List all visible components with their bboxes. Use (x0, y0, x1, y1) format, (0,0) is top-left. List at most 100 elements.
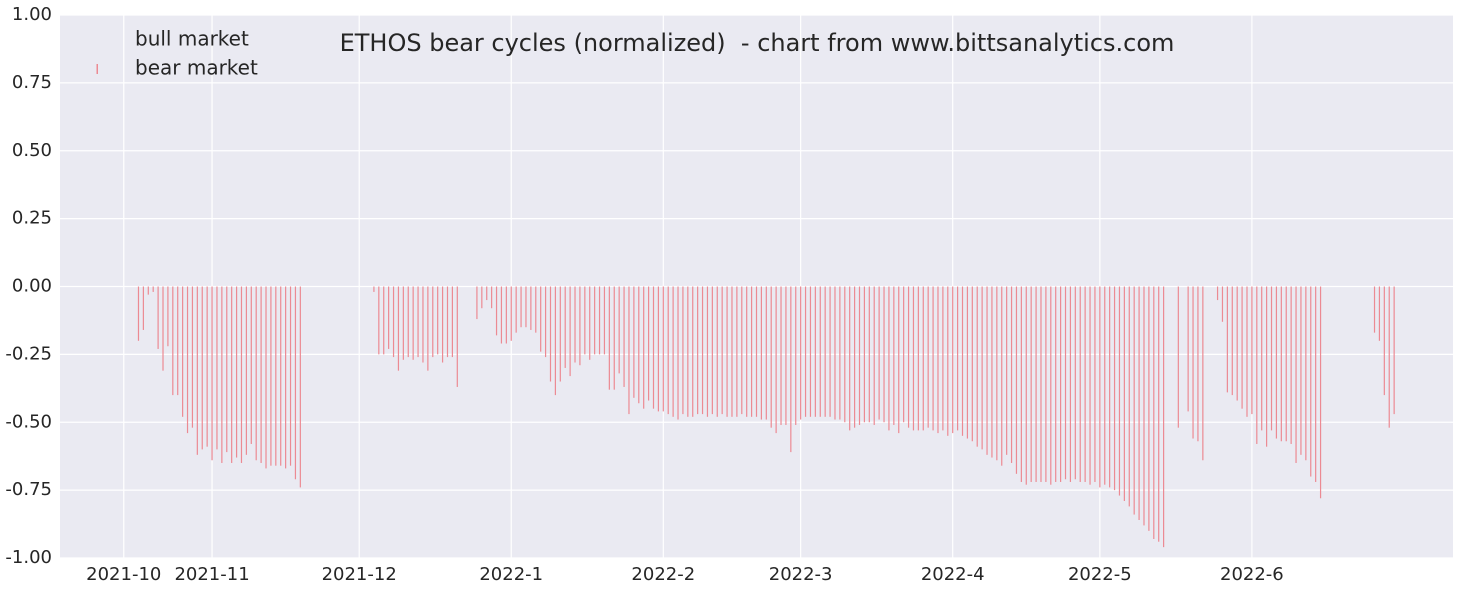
bar (1163, 286, 1165, 548)
bar (898, 286, 900, 434)
bar (662, 286, 664, 412)
bar (961, 286, 964, 436)
bar (971, 286, 973, 442)
bar (613, 286, 615, 390)
bar (1153, 286, 1155, 539)
bar (952, 286, 954, 434)
bar (152, 286, 154, 292)
bar (1138, 286, 1140, 520)
x-tick-label: 2022-2 (631, 564, 695, 585)
bar (1383, 286, 1385, 396)
y-tick-label: 0.75 (12, 72, 52, 93)
bar (255, 286, 257, 461)
bar (402, 286, 404, 360)
bar (1064, 286, 1067, 480)
bar (422, 286, 424, 363)
bar (1266, 286, 1268, 447)
bar (515, 286, 517, 333)
bar (1060, 286, 1062, 482)
bar (564, 286, 566, 368)
bar (1050, 286, 1052, 485)
bar (1094, 286, 1096, 482)
bar (976, 286, 978, 447)
bar (834, 286, 836, 420)
bar (1251, 286, 1253, 415)
bar (682, 286, 684, 415)
bar (643, 286, 645, 409)
bar (510, 286, 512, 341)
bar (1315, 286, 1317, 482)
bar (1202, 286, 1204, 461)
bar (819, 286, 821, 417)
bar (1256, 286, 1258, 444)
bar (741, 286, 743, 415)
bar (1388, 286, 1390, 428)
bar (853, 286, 856, 428)
bar (299, 286, 301, 488)
bar (535, 286, 537, 333)
legend-label: bear market (135, 56, 258, 80)
bar (917, 286, 919, 431)
bar (177, 286, 179, 396)
bar (1055, 286, 1057, 482)
bar (1118, 286, 1121, 496)
bar (1305, 286, 1307, 461)
bar (775, 286, 777, 434)
bar (196, 286, 198, 455)
bar (824, 286, 826, 417)
bar (182, 286, 184, 417)
bar (1079, 286, 1081, 482)
bar (1241, 286, 1243, 409)
bar (623, 286, 625, 387)
bar (540, 286, 542, 352)
bar (250, 286, 252, 444)
chart-title: ETHOS bear cycles (normalized) - chart f… (340, 29, 1175, 57)
bar (191, 286, 194, 428)
bar (932, 286, 934, 431)
bar (863, 286, 866, 423)
bar (554, 286, 556, 396)
bar (888, 286, 890, 431)
bar (407, 286, 409, 358)
bar (265, 286, 267, 469)
bar (731, 286, 733, 417)
x-tick-label: 2021-11 (174, 564, 249, 585)
bar (525, 286, 527, 328)
bar (1378, 286, 1381, 341)
bar (500, 286, 503, 344)
bar (844, 286, 846, 423)
y-tick-label: -0.50 (5, 411, 52, 432)
bar (785, 286, 787, 425)
bar (1177, 286, 1179, 428)
bar (569, 286, 571, 377)
bar (1393, 286, 1395, 415)
bar (878, 286, 880, 420)
bar (726, 286, 728, 417)
bar (574, 286, 576, 363)
bar (800, 286, 802, 420)
bar (893, 286, 895, 425)
bar (1310, 286, 1312, 477)
bar (186, 286, 189, 434)
legend-label: bull market (135, 27, 249, 51)
bar (598, 286, 601, 355)
bar (221, 286, 223, 463)
bar (883, 286, 885, 423)
bar (1158, 286, 1160, 542)
bar (667, 286, 669, 415)
bar (1035, 286, 1037, 482)
bar (505, 286, 507, 344)
bar (441, 286, 444, 363)
bar (1074, 286, 1076, 480)
bar (1099, 286, 1101, 488)
bar (1300, 286, 1302, 455)
bar (628, 286, 630, 415)
bar (1133, 286, 1135, 515)
bar (912, 286, 915, 431)
bar (692, 286, 694, 417)
bar (677, 286, 679, 420)
bar (446, 286, 449, 358)
bar (157, 286, 159, 349)
bar (544, 286, 547, 358)
bar (1015, 286, 1018, 474)
